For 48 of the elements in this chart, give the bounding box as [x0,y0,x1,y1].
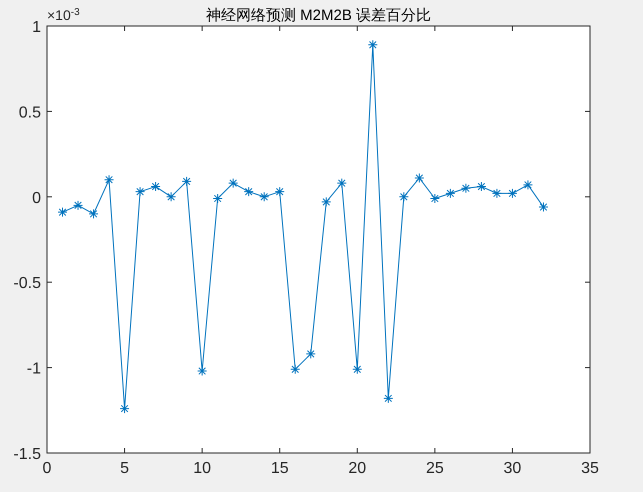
point [414,173,424,184]
point [182,176,192,186]
point [88,208,99,219]
point [522,180,533,190]
point [197,366,208,376]
x-tick-label: 20 [348,460,366,477]
point [336,178,347,188]
x-tick-label: 0 [42,460,52,477]
point [212,194,223,204]
point [120,404,130,414]
point [507,188,518,198]
text: ×10$^{-3}$ [47,6,80,23]
x-tick-label: 15 [270,460,289,477]
point [460,183,471,194]
y-tick-label: 1 [32,19,42,36]
point [104,174,114,185]
y-tick-label: -1 [26,360,42,378]
point [476,182,486,192]
point [538,202,548,212]
x-tick-label: 30 [504,460,522,477]
point [321,196,332,207]
y-tick-label: 0 [32,190,42,207]
x-tick-label: 10 [193,460,212,477]
point [259,192,270,202]
point [398,192,409,202]
x-tick-label: 5 [120,460,130,477]
point [274,186,285,197]
point [306,348,316,359]
y-tick-label: -0.5 [13,275,42,292]
point [244,186,254,197]
point [492,188,502,198]
x-tick-label: 25 [426,460,444,477]
point [430,194,440,204]
point [383,393,394,404]
x-tick-label: 35 [581,460,599,477]
point [228,178,238,188]
y-tick-label: -1.5 [13,446,42,463]
y-tick-label: 0.5 [18,104,42,122]
point [290,364,300,374]
point [135,186,146,197]
point [445,188,456,198]
point [166,192,176,202]
point [150,182,161,192]
point [73,200,84,210]
point [352,364,362,374]
chart-title: 神经网络预测 M2M2B 误差百分比 [206,7,432,24]
point [368,40,378,50]
point [58,207,68,218]
